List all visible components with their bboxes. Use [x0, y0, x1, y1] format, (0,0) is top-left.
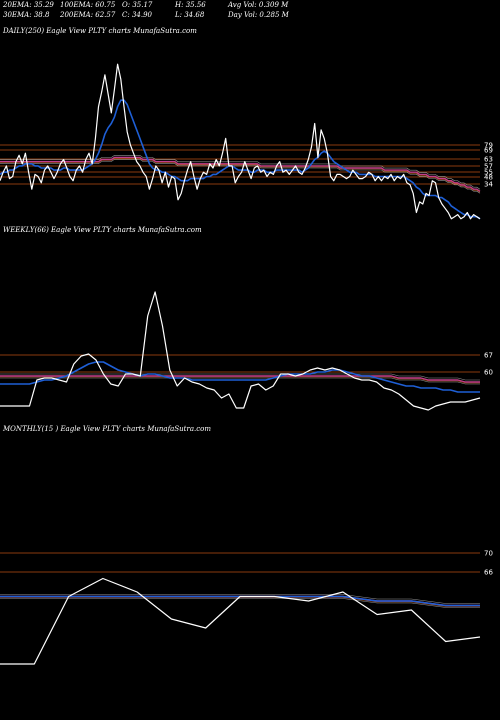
daily-price-line: [0, 63, 481, 220]
weekly-ma-band-line: [0, 376, 480, 384]
monthly-ma-band-line: [0, 594, 480, 604]
open-readout: O: 35.17: [122, 1, 153, 9]
high-readout: H: 35.56: [175, 1, 206, 9]
weekly-price-line: [0, 291, 481, 411]
monthly-ma-band-line: [0, 597, 480, 607]
ema20-readout: 20EMA: 35.29: [3, 1, 54, 9]
close-readout: C: 34.90: [122, 11, 152, 19]
monthly-y-tick-label: 70: [484, 550, 493, 558]
monthly-chart: 70 66: [0, 550, 493, 665]
monthly-price-line: [0, 577, 481, 665]
monthly-y-tick-label: 66: [484, 569, 493, 577]
monthly-ma-band-line: [0, 598, 480, 608]
weekly-y-tick-label: 67: [484, 352, 493, 360]
daily-y-tick-label: 34: [484, 181, 493, 189]
weekly-ma-band-line: [0, 373, 480, 381]
daily-ema-fast-line: [0, 99, 481, 220]
daily-y-tick-label: 57: [484, 163, 493, 171]
ema100-readout: 100EMA: 60.75: [60, 1, 116, 9]
monthly-panel-label: MONTHLY(15 ) Eagle View PLTY charts Muna…: [3, 425, 211, 433]
ema30-readout: 30EMA: 38.8: [3, 11, 50, 19]
weekly-ema-slow-line: [0, 375, 480, 383]
daily-ma-band-line: [0, 155, 481, 190]
day-vol-readout: Day Vol: 0.285 M: [228, 11, 289, 19]
daily-y-tick-label: 63: [484, 156, 493, 164]
monthly-ema-fast-line: [0, 595, 480, 607]
daily-y-tick-label: 79: [484, 142, 493, 150]
ema200-readout: 200EMA: 62.57: [60, 11, 116, 19]
low-readout: L: 34.68: [175, 11, 205, 19]
daily-ma-band-line: [0, 159, 481, 194]
weekly-y-tick-label: 60: [484, 369, 493, 377]
daily-y-tick-label: 69: [484, 147, 493, 155]
weekly-ema-fast-line: [0, 361, 480, 393]
weekly-panel-label: WEEKLY(66) Eagle View PLTY charts Munafa…: [3, 226, 202, 234]
daily-ma-band-line: [0, 158, 481, 193]
weekly-ma-band-line: [0, 377, 480, 385]
daily-y-tick-label: 48: [484, 174, 493, 182]
daily-panel-label: DAILY(250) Eagle View PLTY charts Munafa…: [3, 27, 197, 35]
weekly-chart: 67 60: [0, 291, 493, 411]
avg-vol-readout: Avg Vol: 0.309 M: [228, 1, 289, 9]
daily-ema-slow-line: [0, 156, 481, 192]
daily-y-tick-label: 55: [484, 169, 493, 177]
